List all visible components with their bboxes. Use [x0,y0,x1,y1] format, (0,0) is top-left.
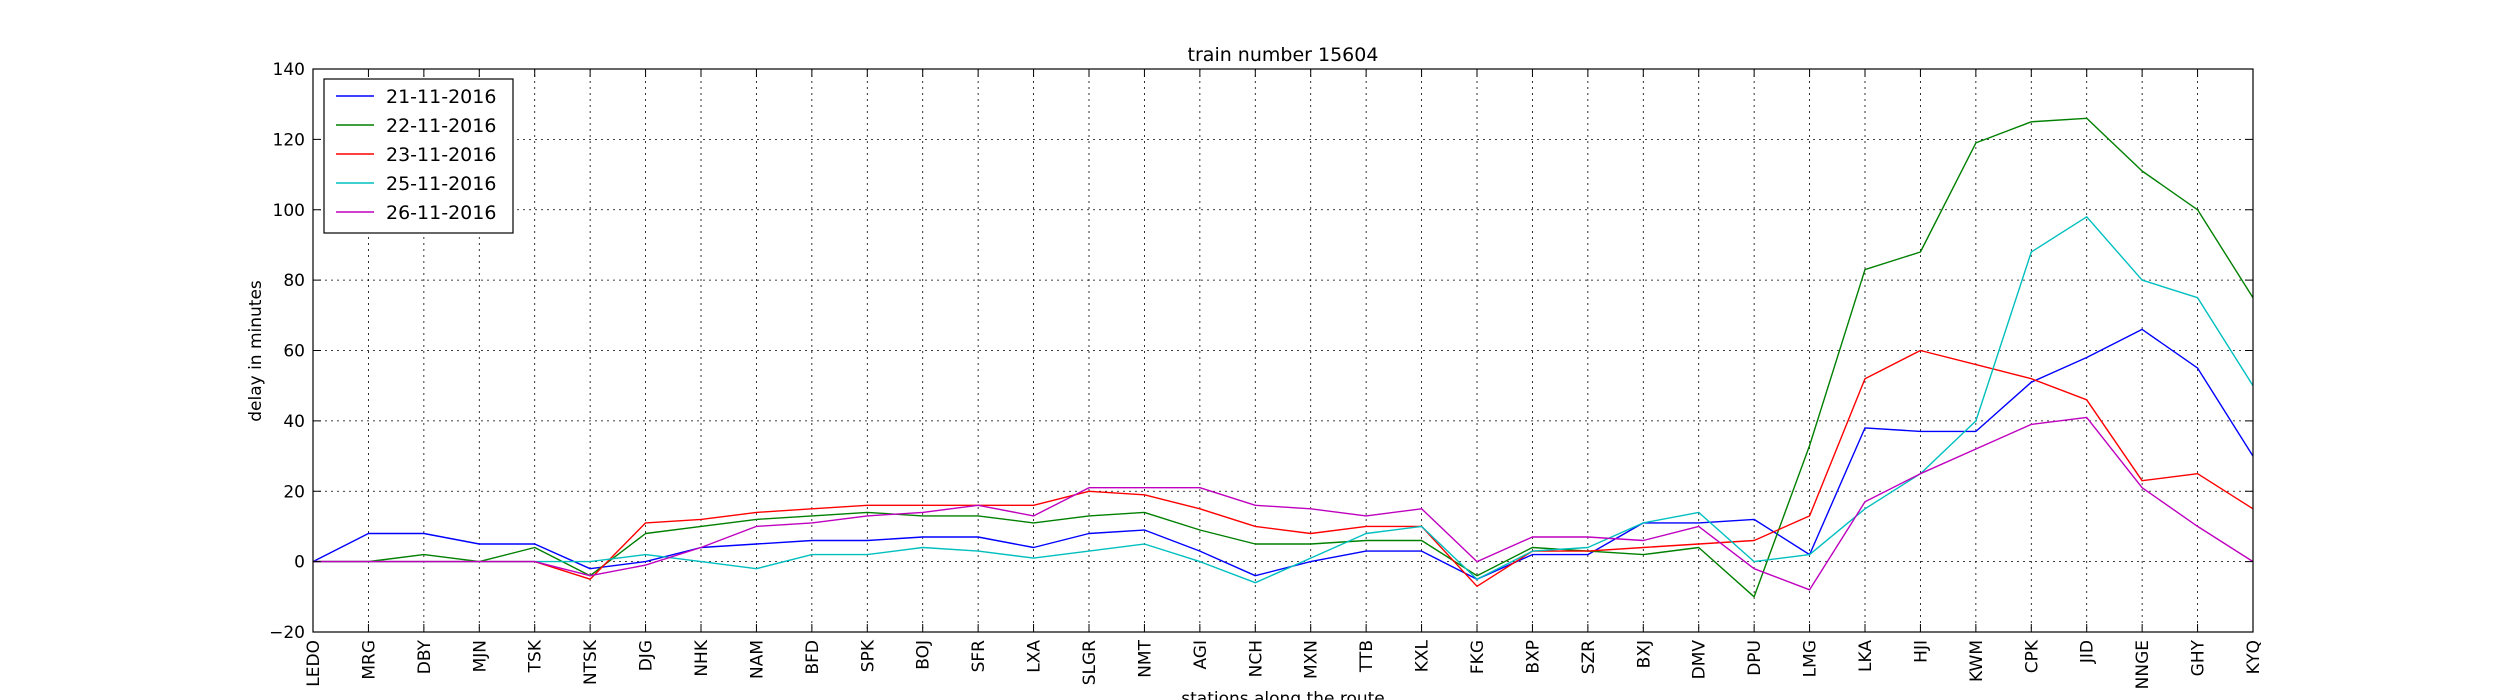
x-tick-label: KYQ [2244,640,2264,674]
x-tick-label: LXA [1025,640,1045,673]
x-tick-label: MRG [359,640,379,680]
x-tick-label: BXP [1523,640,1543,674]
x-tick-label: TSK [526,639,546,673]
y-tick-label: −20 [269,623,305,643]
y-tick-label: 120 [273,130,305,150]
x-tick-label: SZR [1579,640,1599,674]
x-tick-label: SLGR [1080,640,1100,685]
plot-area [313,69,2253,632]
legend-label: 26-11-2016 [386,202,496,224]
x-tick-label: SPK [858,639,878,672]
x-tick-label: DJG [637,640,657,671]
x-axis: LEDO MRG DBY MJN TSK NTSK DJG NHK NAM BFD SPK BOJ SF… [304,69,2264,689]
x-tick-label: KXL [1413,639,1433,672]
legend-box [323,78,514,234]
series-line-22-11-2016 [313,117,2254,598]
x-axis-label: stations along the route [1181,689,1385,700]
x-tick-label: BXJ [1634,640,1654,668]
y-axis-label: delay in minutes [246,280,266,422]
x-tick-label: NCH [1246,640,1266,677]
x-tick-label: LMG [1801,640,1821,677]
x-tick-label: MXN [1302,640,1322,679]
x-tick-label: BFD [803,640,823,675]
x-tick-label: BOJ [914,640,934,670]
x-tick-label: NHK [692,639,712,677]
y-tick-label: 60 [283,342,305,362]
y-tick-label: 0 [294,553,305,573]
series-line-26-11-2016 [313,416,2254,591]
x-tick-label: NTSK [581,639,601,685]
series-line-21-11-2016 [312,328,2254,580]
x-tick-label: NNGE [2133,640,2153,689]
x-tick-label: DMV [1690,640,1710,680]
x-tick-label: GHY [2189,639,2209,676]
series-line-23-11-2016 [313,349,2254,587]
x-tick-label: LKA [1856,640,1876,672]
x-tick-label: CPK [2022,639,2042,673]
x-tick-label: DBY [415,639,435,674]
x-tick-label: NMT [1135,639,1155,677]
x-tick-label: NAM [747,640,767,679]
legend-label: 21-11-2016 [386,86,496,108]
x-tick-label: DPU [1745,640,1765,676]
y-tick-label: 20 [283,482,305,502]
x-tick-label: SFR [969,640,989,673]
series-line-25-11-2016 [313,216,2254,584]
legend-label: 25-11-2016 [386,173,496,195]
x-tick-label: JID [2078,640,2098,664]
legend-label: 22-11-2016 [386,115,496,137]
y-tick-label: 100 [273,201,305,221]
y-tick-label: 40 [283,412,305,432]
y-tick-label: 140 [273,60,305,80]
x-tick-label: HJI [1911,640,1931,663]
chart-title: train number 15604 [1188,44,1379,66]
x-tick-label: KWM [1967,640,1987,682]
y-axis: −20 0 20 40 60 80 100 120 140 [269,60,2253,643]
legend-label: 23-11-2016 [386,144,496,166]
x-tick-label: AGI [1191,640,1211,670]
x-tick-label: TTB [1357,640,1377,673]
x-tick-label: LEDO [304,640,324,687]
legend: 21-11-2016 22-11-2016 23-11-2016 25-11-2016… [323,78,514,234]
x-tick-label: FKG [1468,640,1488,674]
y-tick-label: 80 [283,271,305,291]
series-layer [312,117,2254,598]
grid [313,69,2253,632]
x-tick-label: MJN [470,640,490,672]
